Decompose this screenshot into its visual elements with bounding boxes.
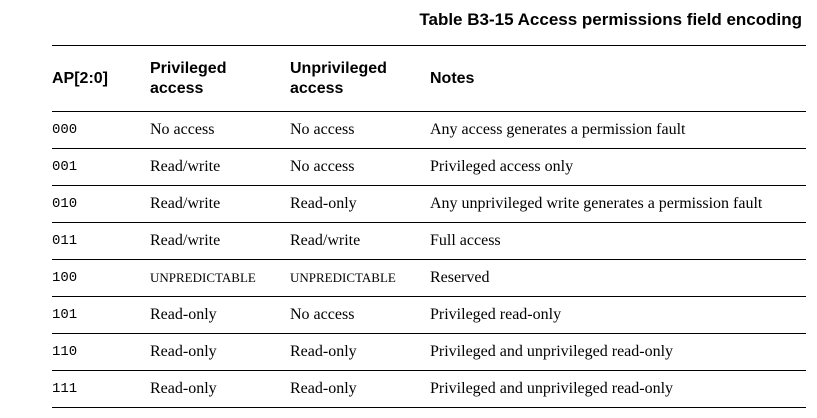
cell-ap: 010 — [52, 196, 78, 212]
cell-unprivileged: Read-only — [290, 343, 357, 360]
cell-ap: 110 — [52, 344, 78, 360]
cell-notes: Privileged access only — [430, 158, 574, 175]
table-row: 011 Read/write Read/write Full access — [52, 223, 806, 260]
cell-ap: 011 — [52, 233, 78, 249]
cell-ap: 100 — [52, 270, 78, 286]
cell-unprivileged: Read-only — [290, 380, 357, 397]
cell-ap: 111 — [52, 381, 78, 397]
header-unprivileged-label: Unprivileged access — [290, 59, 387, 97]
table-row: 100 UNPREDICTABLE UNPREDICTABLE Reserved — [52, 260, 806, 297]
header-unprivileged: Unprivileged access — [290, 46, 430, 111]
table-row: 001 Read/write No access Privileged acce… — [52, 149, 806, 186]
header-ap-label: AP[2:0] — [52, 69, 109, 87]
cell-notes: Privileged and unprivileged read-only — [430, 343, 674, 360]
cell-privileged: Read/write — [150, 195, 221, 212]
table-caption: Table B3-15 Access permissions field enc… — [419, 10, 802, 29]
header-privileged: Privileged access — [150, 46, 290, 111]
table-header-row: AP[2:0] Privileged access Unprivileged a… — [52, 46, 806, 112]
cell-unprivileged: No access — [290, 121, 355, 138]
header-notes-label: Notes — [430, 69, 475, 87]
cell-privileged: No access — [150, 121, 215, 138]
header-privileged-label: Privileged access — [150, 59, 227, 97]
cell-notes: Any unprivileged write generates a permi… — [430, 195, 763, 212]
cell-notes: Privileged and unprivileged read-only — [430, 380, 674, 397]
cell-notes: Reserved — [430, 269, 490, 286]
access-permissions-table: AP[2:0] Privileged access Unprivileged a… — [52, 45, 806, 408]
cell-privileged: Read/write — [150, 232, 221, 249]
cell-unprivileged: Read-only — [290, 195, 357, 212]
cell-privileged: Read-only — [150, 306, 217, 323]
cell-ap: 101 — [52, 307, 78, 323]
table-row: 010 Read/write Read-only Any unprivilege… — [52, 186, 806, 223]
header-notes: Notes — [430, 46, 806, 111]
table-row: 110 Read-only Read-only Privileged and u… — [52, 334, 806, 371]
table-row: 111 Read-only Read-only Privileged and u… — [52, 371, 806, 408]
cell-unprivileged: No access — [290, 306, 355, 323]
cell-ap: 001 — [52, 159, 78, 175]
cell-privileged: Read/write — [150, 158, 221, 175]
cell-ap: 000 — [52, 122, 78, 138]
cell-notes: Any access generates a permission fault — [430, 121, 686, 138]
cell-unprivileged: Read/write — [290, 232, 361, 249]
header-ap: AP[2:0] — [52, 46, 150, 111]
cell-notes: Privileged read-only — [430, 306, 562, 323]
cell-privileged: UNPREDICTABLE — [150, 270, 256, 285]
table-row: 101 Read-only No access Privileged read-… — [52, 297, 806, 334]
cell-notes: Full access — [430, 232, 501, 249]
cell-privileged: Read-only — [150, 343, 217, 360]
cell-unprivileged: UNPREDICTABLE — [290, 270, 396, 285]
cell-privileged: Read-only — [150, 380, 217, 397]
table-row: 000 No access No access Any access gener… — [52, 112, 806, 149]
cell-unprivileged: No access — [290, 158, 355, 175]
